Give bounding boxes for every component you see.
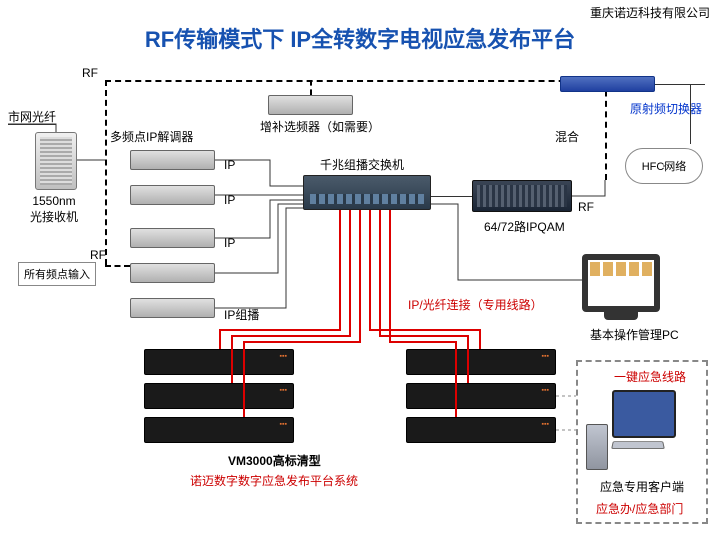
server-l3: ▪▪▪ (144, 417, 294, 443)
platform-label: 诺迈数字数字应急发布平台系统 (190, 472, 358, 489)
selector-unit (268, 95, 353, 115)
gigabit-switch (303, 175, 431, 210)
mgmt-pc-label: 基本操作管理PC (590, 326, 679, 343)
demod-3 (130, 228, 215, 248)
server-l1: ▪▪▪ (144, 349, 294, 375)
client-keyboard (611, 441, 665, 449)
server-l2: ▪▪▪ (144, 383, 294, 409)
rfsw-out (655, 84, 705, 85)
mgmt-monitor (582, 254, 660, 312)
server-r1: ▪▪▪ (406, 349, 556, 375)
copyright-text: 重庆诺迈科技有限公司 (590, 4, 710, 21)
monitor-stand (604, 312, 638, 320)
dept-label: 应急办/应急部门 (596, 500, 683, 517)
sel-link (310, 80, 312, 95)
rf-bus-top (105, 80, 605, 82)
rf-switch-label: 原射频切换器 (630, 100, 702, 117)
client-tower (586, 424, 608, 470)
rf-bus-left-v (105, 80, 107, 265)
rf-label-3: RF (578, 200, 594, 214)
server-r3: ▪▪▪ (406, 417, 556, 443)
client-label: 应急专用客户端 (600, 478, 684, 495)
fiber-in-label: 市网光纤 (8, 108, 56, 125)
receiver-label: 1550nm光接收机 (30, 194, 78, 225)
ip-label-1: IP (224, 158, 235, 172)
ip-label-3: IP (224, 236, 235, 250)
multi-ip-label: 多频点IP解调器 (110, 128, 193, 145)
hfc-cloud: HFC网络 (625, 148, 703, 184)
rf-switch-device (560, 76, 655, 92)
demod-2 (130, 185, 215, 205)
switch-label: 千兆组播交换机 (320, 156, 404, 173)
diagram-title: RF传输模式下 IP全转数字电视应急发布平台 (145, 22, 575, 54)
rf-label-1: RF (82, 66, 98, 80)
demod-1 (130, 150, 215, 170)
all-freq-input: 所有频点输入 (18, 262, 96, 286)
one-key-label: 一键应急线路 (614, 368, 686, 385)
optical-receiver (35, 132, 77, 190)
vm3000-label: VM3000高标清型 (228, 452, 321, 469)
demod-4 (130, 263, 215, 283)
ip-mcast-label: IP组播 (224, 306, 259, 323)
rf-bus-bottom (105, 265, 130, 267)
ipqam-device (472, 180, 572, 212)
demod-5 (130, 298, 215, 318)
rf-label-2: RF (90, 248, 106, 262)
selector-label: 增补选频器（如需要） (260, 118, 380, 135)
mix-label: 混合 (555, 128, 579, 145)
ipqam-switch-link (431, 196, 472, 197)
rfsw-down (690, 84, 691, 144)
client-monitor (612, 390, 676, 438)
server-r2: ▪▪▪ (406, 383, 556, 409)
rf-bus-right-v (605, 80, 607, 180)
ipqam-label: 64/72路IPQAM (484, 218, 565, 235)
ip-fiber-label: IP/光纤连接（专用线路） (408, 296, 543, 313)
ip-label-2: IP (224, 193, 235, 207)
fiber-line (8, 124, 56, 125)
